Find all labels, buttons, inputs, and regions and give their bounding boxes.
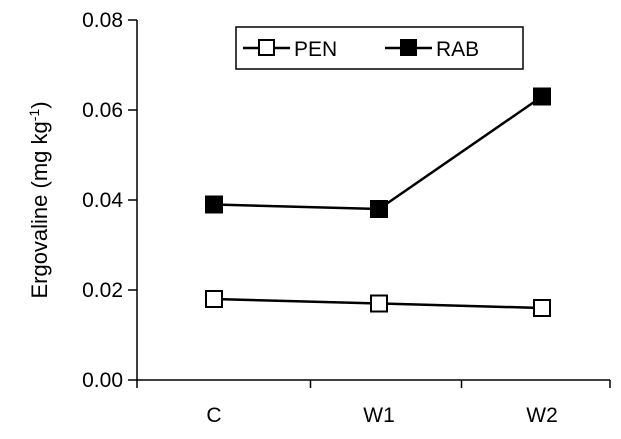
- series-line-rab: [213, 95, 543, 211]
- legend: PEN RAB: [235, 26, 524, 70]
- y-tick-label: 0.06: [82, 99, 123, 122]
- legend-label-rab: RAB: [436, 38, 479, 61]
- data-point-pen: [370, 294, 388, 313]
- x-ticks: C W1 W2: [136, 380, 611, 427]
- data-point-rab: [370, 200, 388, 218]
- y-axis-label: Ergovaline (mg kg-1): [26, 101, 52, 298]
- x-tick-label: W1: [363, 404, 395, 427]
- legend-label-pen: PEN: [294, 38, 337, 61]
- x-tick-label: C: [206, 404, 221, 427]
- legend-marker-pen: [258, 39, 275, 56]
- y-tick-label: 0.00: [82, 369, 123, 392]
- data-point-pen: [533, 299, 551, 317]
- series-group: [205, 87, 551, 317]
- y-tick-label: 0.02: [82, 279, 123, 302]
- data-point-pen: [205, 290, 223, 308]
- x-tick-label: W2: [526, 404, 558, 427]
- y-ticks: 0.00 0.02 0.04 0.06 0.08: [82, 9, 137, 392]
- y-tick-label: 0.08: [82, 9, 123, 32]
- data-point-rab: [533, 87, 551, 106]
- data-point-rab: [205, 195, 223, 214]
- y-tick-label: 0.04: [82, 189, 123, 212]
- legend-marker-rab: [400, 39, 417, 56]
